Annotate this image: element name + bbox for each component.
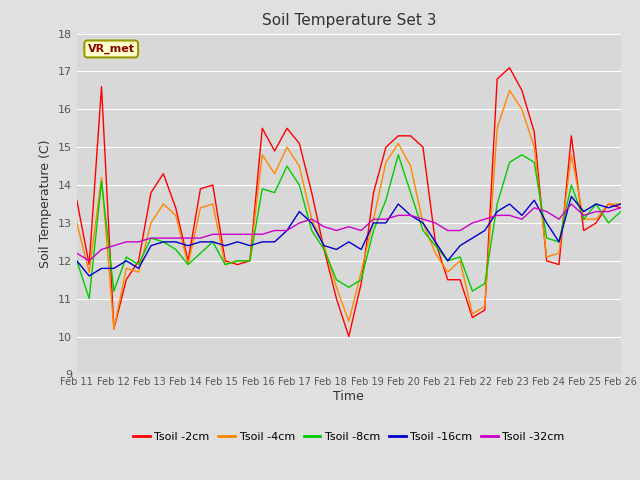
Text: VR_met: VR_met: [88, 44, 134, 54]
Y-axis label: Soil Temperature (C): Soil Temperature (C): [39, 140, 52, 268]
X-axis label: Time: Time: [333, 390, 364, 403]
Legend: Tsoil -2cm, Tsoil -4cm, Tsoil -8cm, Tsoil -16cm, Tsoil -32cm: Tsoil -2cm, Tsoil -4cm, Tsoil -8cm, Tsoi…: [129, 428, 569, 446]
Title: Soil Temperature Set 3: Soil Temperature Set 3: [262, 13, 436, 28]
